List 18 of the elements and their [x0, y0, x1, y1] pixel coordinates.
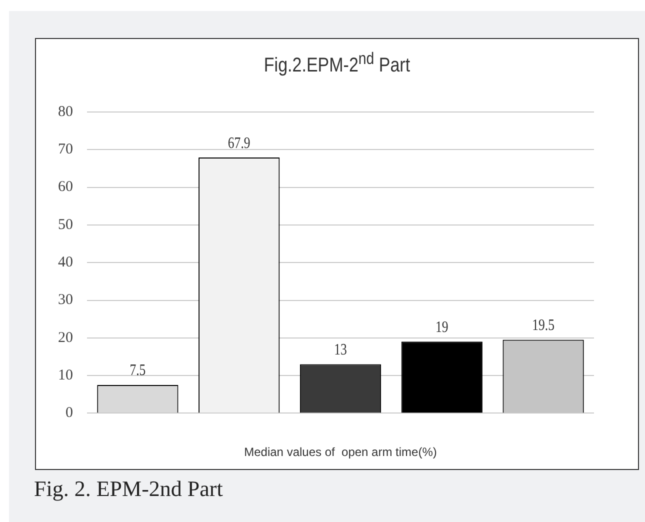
- x-axis-title: Median values of open arm time(%): [244, 445, 437, 460]
- data-label: 67.9: [228, 134, 250, 152]
- bar: [401, 342, 482, 413]
- y-tick-label: 30: [58, 292, 73, 308]
- y-tick-label: 60: [58, 179, 73, 196]
- y-tick-label: 0: [66, 405, 73, 422]
- data-label: 13: [334, 341, 347, 359]
- caption: Fig. 2. EPM-2nd Part: [34, 476, 223, 502]
- y-tick-label: 70: [58, 142, 73, 158]
- y-tick-label: 20: [58, 330, 73, 346]
- data-label: 7.5: [130, 362, 146, 380]
- data-label: 19: [436, 318, 448, 336]
- y-tick-label: 80: [58, 104, 73, 120]
- chart-title: Fig.2.EPM-2$^{nd}$ Part: [262, 49, 412, 78]
- y-tick-label: 40: [58, 254, 73, 271]
- y-tick-label: 50: [58, 216, 73, 233]
- data-label: 19.5: [532, 316, 554, 334]
- y-tick-label: 10: [58, 367, 73, 384]
